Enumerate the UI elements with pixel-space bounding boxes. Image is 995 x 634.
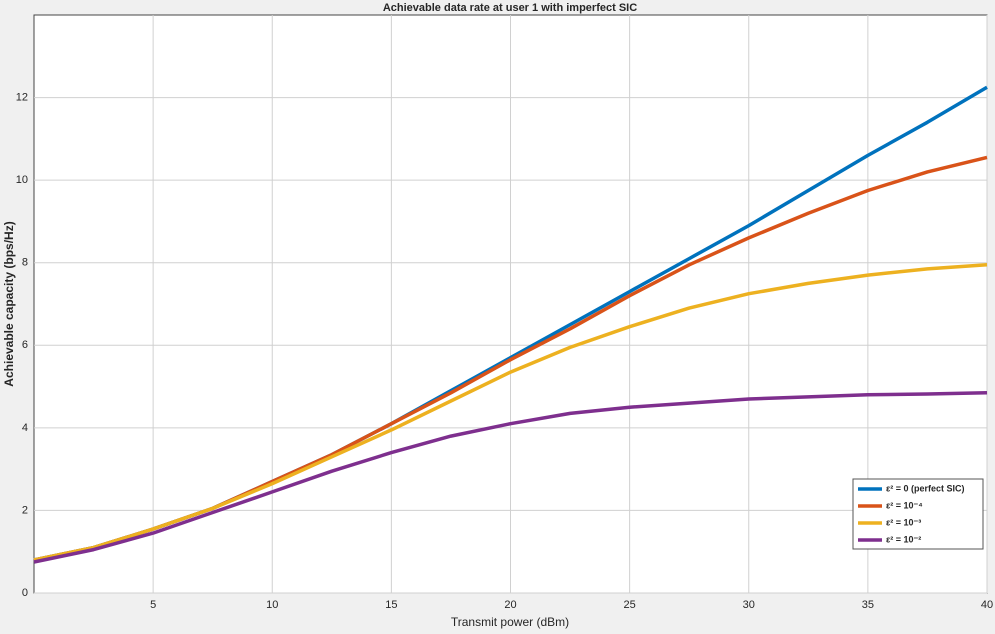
x-tick-label: 40 [981,599,993,611]
legend-label: ε² = 10⁻² [886,534,921,544]
legend-label: ε² = 10⁻⁴ [886,500,923,510]
x-tick-label: 30 [743,599,755,611]
x-tick-label: 35 [862,599,874,611]
x-tick-label: 20 [504,599,516,611]
x-tick-label: 5 [150,599,156,611]
y-axis-label: Achievable capacity (bps/Hz) [2,221,16,386]
grid [34,15,988,594]
chart-title: Achievable data rate at user 1 with impe… [383,2,637,14]
legend-label: ε² = 10⁻³ [886,517,921,527]
y-tick-label: 10 [16,174,28,186]
legend: ε² = 0 (perfect SIC) ε² = 10⁻⁴ ε² = 10⁻³ ε²… [852,478,984,550]
y-tick-label: 2 [22,504,28,516]
y-tick-label: 8 [22,257,28,269]
legend-label: ε² = 0 (perfect SIC) [886,483,965,493]
y-tick-label: 0 [22,587,28,599]
x-axis-label: Transmit power (dBm) [451,615,569,629]
y-tick-label: 6 [22,339,28,351]
x-tick-label: 10 [266,599,278,611]
series-line [33,391,988,564]
x-tick-label: 25 [624,599,636,611]
series-line [33,263,988,562]
x-tick-label: 15 [385,599,397,611]
lines [33,85,988,564]
y-tick-label: 4 [22,422,28,434]
y-tick-label: 12 [16,91,28,103]
